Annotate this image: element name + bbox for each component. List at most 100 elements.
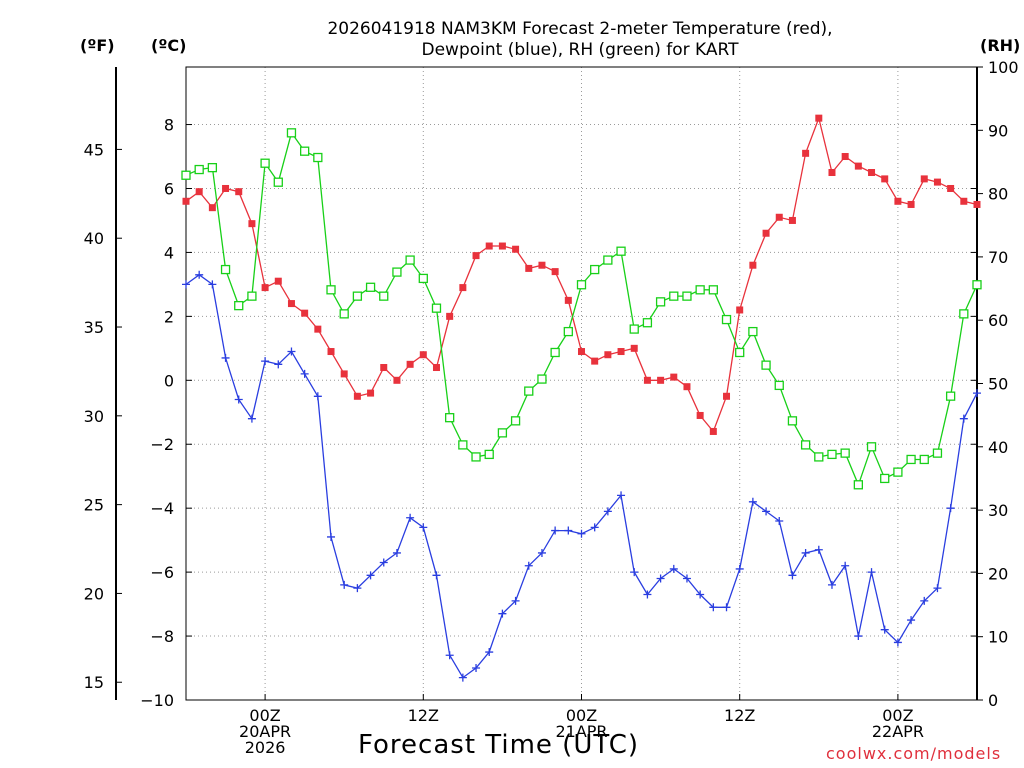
2-meter-temperature-series [182,114,981,435]
rh-tick-label: 20 [988,564,1008,583]
temperature-point [670,373,678,381]
temperature-point [920,175,928,183]
dewpoint-point [854,632,863,641]
fahrenheit-tick-label: 40 [84,229,104,248]
x-axis-title: Forecast Time (UTC) [358,730,640,760]
temperature-point [353,392,361,400]
dewpoint-point [274,360,283,369]
temperature-point [485,242,493,250]
temperature-point [749,261,757,269]
rh-point [234,300,244,311]
dewpoint-point [643,590,652,599]
temperature-point [881,175,889,183]
celsius-tick-label: 0 [164,371,174,390]
dewpoint-point [867,568,876,577]
chart-title-line-2: Dewpoint (blue), RH (green) for KART [421,40,739,60]
temperature-point [380,364,388,372]
celsius-tick-label: 4 [164,243,174,262]
temperature-point [854,162,862,170]
rh-point [273,177,283,187]
dewpoint-point [801,548,810,557]
rh-point [629,324,639,334]
gridlines [186,67,977,700]
time-tick-label: 00Z [882,706,913,725]
time-tick-label: 00Z [249,706,280,725]
dewpoint-point [564,526,573,535]
rh-point [655,297,666,307]
dewpoint-point [590,523,599,532]
dewpoint-point [959,414,968,423]
temperature-point [709,427,717,435]
dewpoint-point [775,516,784,525]
dewpoint-point [221,353,230,362]
fahrenheit-tick-label: 35 [84,318,104,337]
temperature-point [432,364,440,372]
dewpoint-point [722,603,731,612]
dewpoint-point [419,523,428,532]
temperature-point [578,348,585,356]
temperature-point [551,268,559,276]
dewpoint-point [735,564,744,573]
rh-point [827,449,837,460]
rh-point [695,285,705,295]
rh-point [682,291,692,301]
rh-tick-label: 0 [988,691,998,710]
temperature-point [195,188,203,196]
rh-point [458,440,468,450]
temperature-point [643,376,651,384]
celsius-tick-label: −6 [150,563,174,582]
rh-point [919,454,929,465]
rh-tick-label: 70 [988,248,1008,267]
rh-point [932,448,943,458]
rh-tick-label: 90 [988,121,1008,140]
temperature-point [472,252,480,260]
celsius-tick-label: 2 [164,307,174,326]
dewpoint-point [577,529,586,538]
temperature-point [208,204,216,212]
dewpoint-point [234,395,243,404]
fahrenheit-tick-label: 20 [84,584,104,603]
dewpoint-point [458,673,467,682]
rh-tick-label: 80 [988,185,1008,204]
rh-point [471,452,481,462]
rh-tick-label: 40 [988,438,1008,457]
dewpoint-point [682,574,691,583]
dewpoint-point [669,564,678,573]
temperature-point [828,169,836,176]
temperature-point [947,184,955,192]
rh-tick-label: 60 [988,311,1008,330]
fahrenheit-tick-label: 30 [84,407,104,426]
dewpoint-point [353,584,362,593]
temperature-point [973,200,981,208]
temperature-point [525,264,533,272]
rh-point [299,146,310,156]
dewpoint-point [551,526,560,535]
rh-point [286,128,297,138]
rh-point [840,448,850,458]
celsius-tick-label: 6 [164,179,174,198]
rh-point [853,480,863,490]
temperature-point [182,197,190,205]
dewpoint-point [920,596,929,605]
dewpoint-point [247,414,256,423]
dewpoint-point [841,561,850,570]
rh-point [866,442,877,452]
dewpoint-point [762,507,771,516]
rh-tick-label: 50 [988,375,1008,394]
fahrenheit-tick-label: 45 [84,140,104,159]
dewpoint-point [208,280,217,289]
temperature-point [591,357,599,365]
temperature-point [604,351,612,359]
rh-point [484,449,494,460]
rh-point [800,440,811,450]
celsius-tick-label: −8 [150,627,174,646]
fahrenheit-unit-label: (ºF) [80,36,115,55]
rh-point [761,360,771,370]
rh-point [972,280,982,290]
rh-point [497,428,508,438]
rh-point [431,303,442,313]
dewpoint-point [827,580,836,589]
dewpoint-point [340,580,349,589]
dewpoint-point [313,392,322,401]
rh-point [748,326,758,337]
